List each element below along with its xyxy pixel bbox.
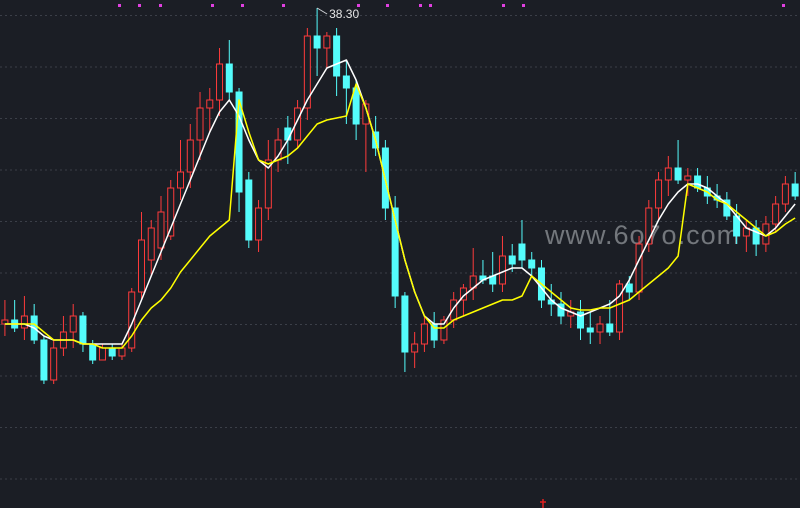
marker [282, 4, 285, 7]
candle-body [196, 107, 204, 141]
candle-body [186, 139, 194, 173]
candle-body [401, 295, 409, 353]
candle-body [108, 347, 116, 357]
candle-body [508, 255, 516, 265]
max-label: 38.30 [329, 7, 359, 21]
max-leader [316, 7, 328, 15]
top-markers [118, 4, 785, 7]
candle-body [50, 347, 58, 381]
candle-body [616, 283, 624, 333]
candle-body [606, 323, 614, 333]
candle-body [440, 319, 448, 341]
candle-body [20, 315, 28, 329]
candle-body [225, 63, 233, 93]
candle-body [313, 35, 321, 49]
candle-body [342, 75, 350, 89]
candle-body [655, 179, 663, 209]
candle-body [684, 175, 692, 181]
candle-body [216, 63, 224, 101]
marker [782, 4, 785, 7]
candle-body [645, 207, 653, 245]
candle-body [167, 187, 175, 237]
candle-body [79, 315, 87, 345]
candle-body [772, 203, 780, 225]
marker [241, 4, 244, 7]
candle-body [294, 107, 302, 141]
candle-body [89, 343, 97, 361]
candle-body [128, 291, 136, 349]
candle-body [147, 227, 155, 261]
candle-body [664, 167, 672, 181]
candle-body [411, 343, 419, 353]
candle-body [635, 243, 643, 293]
candle-body [420, 323, 428, 345]
marker [419, 4, 422, 7]
marker [357, 4, 360, 7]
candle-body [245, 179, 253, 241]
candle-body [625, 283, 633, 293]
candle-body [498, 255, 506, 285]
candle-body [694, 175, 702, 189]
candle-body [528, 259, 536, 269]
candle-body [177, 171, 185, 189]
candle-body [577, 311, 585, 329]
marker [118, 4, 121, 7]
marker [386, 4, 389, 7]
candle-body [391, 207, 399, 297]
candle-body [264, 159, 272, 209]
candle-body [518, 243, 526, 261]
marker [211, 4, 214, 7]
candle-body [137, 239, 145, 293]
moving-average-line [4, 83, 796, 349]
candle-body [157, 211, 165, 249]
marker [138, 4, 141, 7]
candle-body [206, 99, 214, 109]
candle-body [791, 183, 799, 197]
candle-body [118, 347, 126, 357]
candle-body [352, 87, 360, 125]
bottom-marker [540, 499, 546, 508]
candle-body [323, 35, 331, 49]
candle-body [596, 323, 604, 333]
candle-body [781, 183, 789, 205]
candle-body [98, 347, 106, 361]
candle-body [255, 207, 263, 241]
candle-body [450, 299, 458, 321]
candle-body [674, 167, 682, 181]
candle-body [69, 315, 77, 333]
marker [159, 4, 162, 7]
marker [522, 4, 525, 7]
candle-body [333, 35, 341, 77]
marker [502, 4, 505, 7]
candle-body [303, 35, 311, 109]
candle-body [362, 103, 370, 125]
marker [429, 4, 432, 7]
candle-body [40, 339, 48, 381]
candle-body [586, 327, 594, 333]
